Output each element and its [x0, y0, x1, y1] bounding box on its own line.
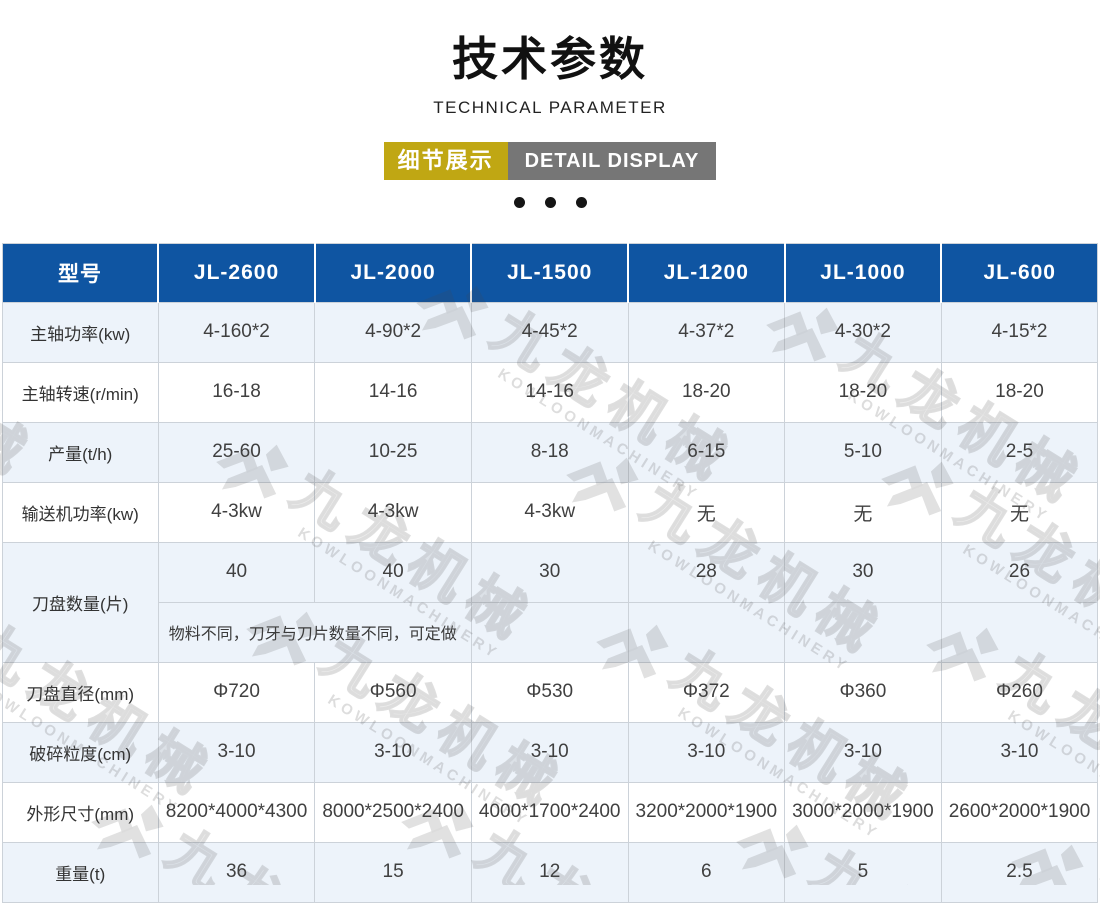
spec-value-cell: Φ260	[940, 661, 1099, 723]
page-subtitle: TECHNICAL PARAMETER	[433, 97, 667, 117]
spec-value-cell: 36	[157, 841, 316, 903]
spec-value-cell: Φ530	[470, 661, 629, 723]
spec-value-cell: 18-20	[940, 361, 1099, 423]
spec-value-cell: 8200*4000*4300	[157, 781, 316, 843]
model-column-header: JL-2600	[157, 242, 316, 303]
spec-value-cell: 无	[784, 481, 942, 543]
spec-value-cell: Φ360	[784, 661, 942, 723]
table-row: 刀盘数量(片) 40 40 30 28 30 26	[1, 541, 1099, 663]
spec-value-cell: 无	[940, 481, 1099, 543]
spec-value-cell: 40	[157, 541, 316, 603]
note-cell: 物料不同，刀牙与刀片数量不同，可定做	[157, 601, 472, 663]
table-row: 产量(t/h) 25-60 10-25 8-18 6-15 5-10 2-5	[1, 421, 1099, 483]
model-column-header: JL-2000	[314, 242, 473, 303]
spec-value-cell: 5	[784, 841, 942, 903]
spec-value-cell: 3-10	[940, 721, 1099, 783]
table-row: 主轴功率(kw) 4-160*2 4-90*2 4-45*2 4-37*2 4-30*2 4…	[1, 301, 1099, 363]
dot	[575, 196, 587, 208]
spec-value-cell: Φ720	[157, 661, 316, 723]
spec-value-cell: 3-10	[627, 721, 786, 783]
spec-value-cell: 3-10	[157, 721, 316, 783]
spec-value-cell: 2600*2000*1900	[940, 781, 1099, 843]
spec-value-cell: 2.5	[940, 841, 1099, 903]
spec-value-cell: 18-20	[784, 361, 942, 423]
spec-value-cell: 3-10	[784, 721, 942, 783]
spec-value-cell: 5-10	[784, 421, 942, 483]
page-title: 技术参数	[452, 33, 648, 85]
row-label-cell: 主轴转速(r/min)	[1, 361, 159, 423]
banner-label-cn: 细节展示	[383, 141, 508, 180]
spec-value-cell: 4-15*2	[940, 301, 1099, 363]
empty-cell	[470, 601, 629, 663]
spec-value-cell: 4-90*2	[314, 301, 472, 363]
table-row: 外形尺寸(mm) 8200*4000*4300 8000*2500*2400 4000…	[1, 781, 1099, 843]
spec-value-cell: 4000*1700*2400	[470, 781, 629, 843]
spec-value-cell: Φ372	[627, 661, 786, 723]
spec-value-cell: 26	[940, 541, 1099, 603]
spec-value-cell: 18-20	[627, 361, 786, 423]
spec-value-cell: 4-3kw	[157, 481, 316, 543]
spec-value-cell: 12	[470, 841, 629, 903]
row-label-cell: 产量(t/h)	[1, 421, 159, 483]
spec-value-cell: 6	[627, 841, 786, 903]
table-row: 重量(t) 36 15 12 6 5 2.5	[1, 841, 1099, 903]
model-column-header: JL-1200	[627, 242, 786, 303]
empty-cell	[627, 601, 786, 663]
page-header: 技术参数 TECHNICAL PARAMETER	[0, 0, 1100, 118]
row-label-cell: 主轴功率(kw)	[1, 301, 159, 363]
spec-value-cell: 6-15	[627, 421, 786, 483]
spec-value-cell: 30	[470, 541, 629, 603]
table-row: 输送机功率(kw) 4-3kw 4-3kw 4-3kw 无无无	[1, 481, 1099, 543]
model-header-cell: 型号	[1, 242, 160, 303]
table-row: 破碎粒度(cm) 3-10 3-10 3-10 3-10 3-10 3-10	[1, 721, 1099, 783]
model-column-header: JL-1500	[470, 242, 629, 303]
model-column-header: JL-1000	[784, 242, 943, 303]
spec-value-cell: 16-18	[157, 361, 316, 423]
empty-cell	[940, 601, 1099, 663]
spec-value-cell: 10-25	[314, 421, 472, 483]
spec-value-cell: 40	[314, 541, 472, 603]
spec-value-cell: 3200*2000*1900	[627, 781, 786, 843]
spec-value-cell: 30	[784, 541, 942, 603]
spec-value-cell: 4-45*2	[470, 301, 629, 363]
technical-parameter-table: 型号 JL-2600 JL-2000 JL-1500 JL-1200 JL-1000 JL-…	[1, 242, 1099, 903]
row-label-cell: 刀盘数量(片)	[1, 541, 159, 663]
row-label-cell: 破碎粒度(cm)	[1, 721, 159, 783]
row-label-cell: 输送机功率(kw)	[1, 481, 159, 543]
model-column-header: JL-600	[940, 242, 1099, 303]
table-header-row: 型号 JL-2600 JL-2000 JL-1500 JL-1200 JL-1000 JL-…	[1, 242, 1099, 303]
spec-value-cell: 4-160*2	[157, 301, 316, 363]
spec-value-cell: 4-37*2	[627, 301, 786, 363]
spec-value-cell: 25-60	[157, 421, 316, 483]
spec-value-cell: 3000*2000*1900	[784, 781, 942, 843]
spec-value-cell: 2-5	[940, 421, 1099, 483]
detail-display-banner: 细节展示 DETAIL DISPLAY	[0, 141, 1100, 180]
spec-value-cell: 14-16	[314, 361, 472, 423]
row-label-cell: 刀盘直径(mm)	[1, 661, 159, 723]
table-row: 主轴转速(r/min) 16-18 14-16 14-16 18-20 18-20 18-2…	[1, 361, 1099, 423]
spec-value-cell: 4-3kw	[314, 481, 472, 543]
row-label-cell: 外形尺寸(mm)	[1, 781, 159, 843]
row-label-cell: 重量(t)	[1, 841, 159, 903]
spec-value-cell: 15	[314, 841, 472, 903]
decorative-dots	[0, 196, 1100, 208]
dot	[513, 196, 525, 208]
spec-value-cell: 8000*2500*2400	[314, 781, 472, 843]
banner-label-en: DETAIL DISPLAY	[507, 141, 717, 180]
spec-value-cell: 3-10	[314, 721, 472, 783]
spec-value-cell: 14-16	[470, 361, 629, 423]
empty-cell	[784, 601, 942, 663]
note-row: 物料不同，刀牙与刀片数量不同，可定做	[2, 601, 1099, 663]
spec-value-cell: 8-18	[470, 421, 629, 483]
spec-value-cell: 4-3kw	[470, 481, 629, 543]
spec-value-cell: 4-30*2	[784, 301, 942, 363]
spec-value-cell: 28	[627, 541, 786, 603]
spec-value-cell: 无	[627, 481, 786, 543]
dot	[544, 196, 556, 208]
spec-value-cell: Φ560	[314, 661, 472, 723]
table-row: 刀盘直径(mm) Φ720 Φ560 Φ530 Φ372 Φ360 Φ260	[1, 661, 1099, 723]
spec-value-cell: 3-10	[470, 721, 629, 783]
